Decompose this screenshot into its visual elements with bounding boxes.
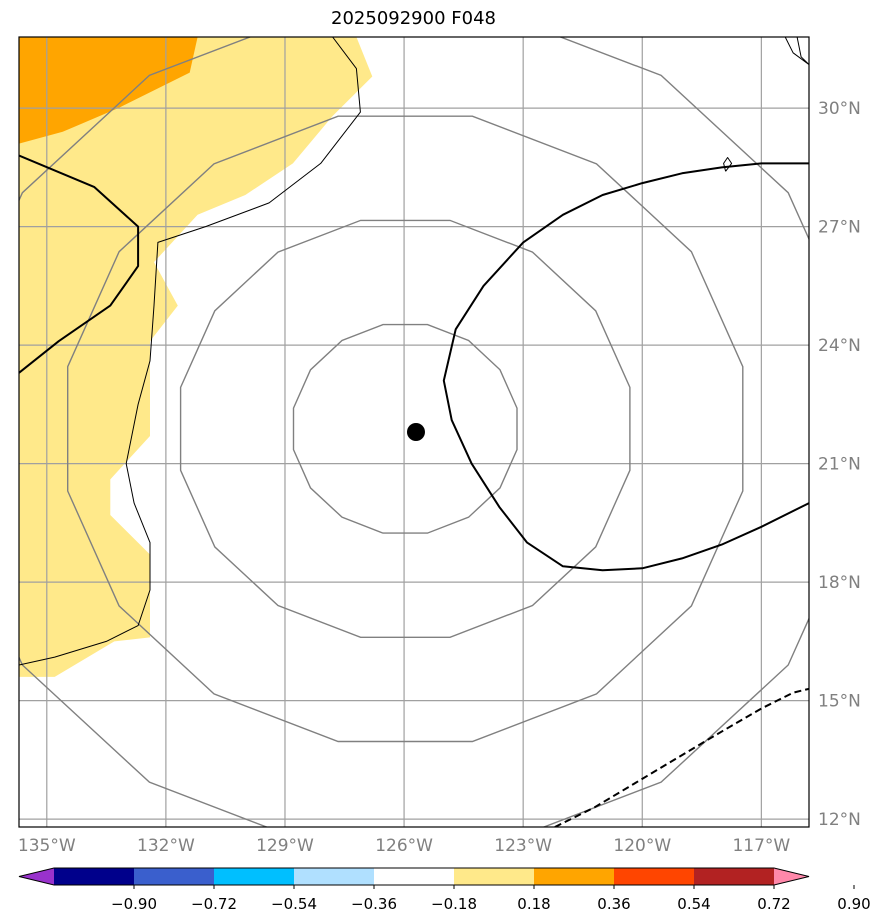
colorbar-tick-label: 0.18 bbox=[517, 895, 550, 913]
colorbar-tick-label: 0.90 bbox=[837, 895, 870, 913]
contour-line-0 bbox=[19, 37, 361, 666]
contour-line-5 bbox=[554, 687, 809, 827]
y-tick-label: 24°N bbox=[818, 336, 861, 356]
colorbar-swatch bbox=[614, 868, 694, 885]
colorbar-tick-label: −0.36 bbox=[351, 895, 397, 913]
contour-line-1 bbox=[784, 37, 809, 89]
x-tick-label: 132°W bbox=[137, 836, 195, 856]
range-ring-0 bbox=[292, 323, 518, 534]
y-tick-label: 21°N bbox=[818, 455, 861, 475]
colorbar-tick-label: −0.72 bbox=[191, 895, 237, 913]
colorbar-swatch bbox=[454, 868, 534, 885]
x-tick-label: 123°W bbox=[494, 836, 552, 856]
filled-region-1 bbox=[19, 37, 198, 144]
colorbar-tick-label: −0.54 bbox=[271, 895, 317, 913]
range-ring-1 bbox=[179, 219, 631, 638]
contour-line-3 bbox=[442, 162, 809, 572]
range-ring-2 bbox=[66, 115, 744, 743]
colorbar-swatch bbox=[294, 868, 374, 885]
colorbar-swatch bbox=[534, 868, 614, 885]
colorbar-swatch bbox=[374, 868, 454, 885]
colorbar-tick-label: 0.72 bbox=[757, 895, 790, 913]
colorbar-swatch bbox=[774, 868, 809, 885]
y-tick-label: 18°N bbox=[818, 573, 861, 593]
colorbar-swatch bbox=[694, 868, 774, 885]
y-tick-label: 15°N bbox=[818, 692, 861, 712]
x-tick-label: 126°W bbox=[375, 836, 433, 856]
chart-title: 2025092900 F048 bbox=[331, 8, 496, 29]
x-tick-label: 129°W bbox=[256, 836, 314, 856]
colorbar-swatch bbox=[214, 868, 294, 885]
colorbar-swatch bbox=[134, 868, 214, 885]
filled-region-0 bbox=[19, 37, 373, 677]
storm-center-marker bbox=[406, 423, 425, 441]
x-tick-label: 135°W bbox=[18, 836, 76, 856]
x-tick-label: 117°W bbox=[732, 836, 790, 856]
colorbar-tick-label: −0.90 bbox=[111, 895, 157, 913]
plot-frame bbox=[18, 36, 810, 828]
y-tick-label: 27°N bbox=[818, 218, 861, 238]
contour-line-4 bbox=[19, 154, 140, 374]
y-tick-label: 30°N bbox=[818, 99, 861, 119]
colorbar-outline bbox=[18, 867, 810, 886]
x-tick-label: 120°W bbox=[613, 836, 671, 856]
y-tick-label: 12°N bbox=[818, 810, 861, 830]
colorbar-tick-label: 0.54 bbox=[677, 895, 710, 913]
colorbar-tick-label: −0.18 bbox=[431, 895, 477, 913]
colorbar-swatch bbox=[54, 868, 134, 885]
colorbar-swatch bbox=[19, 868, 54, 885]
colorbar-tick-label: 0.36 bbox=[597, 895, 630, 913]
